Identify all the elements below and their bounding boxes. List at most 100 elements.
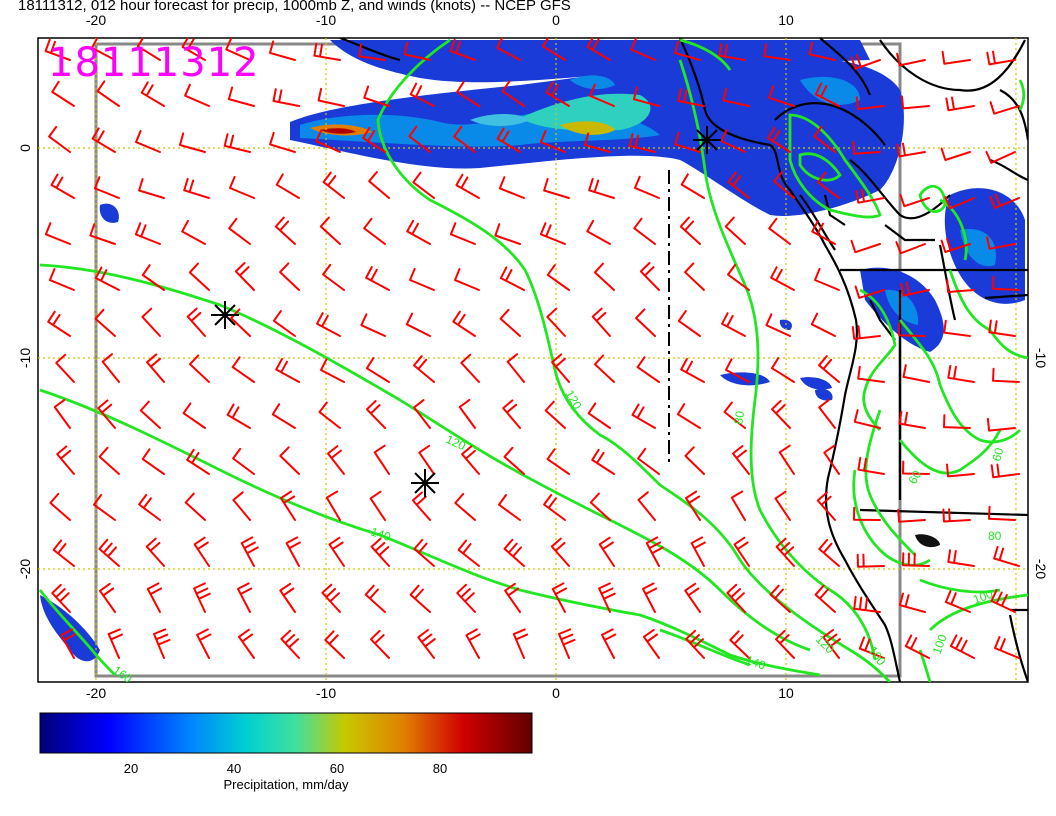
wind-barb	[727, 263, 750, 291]
wind-barb	[188, 262, 210, 291]
wind-barb	[51, 80, 75, 107]
wind-barb	[898, 322, 926, 337]
wind-barb	[370, 537, 390, 567]
wind-barb	[899, 193, 930, 208]
wind-barb	[506, 353, 525, 383]
wind-barb	[370, 629, 390, 659]
wind-barb	[101, 353, 120, 383]
wind-barb	[279, 582, 296, 613]
wind-barb	[184, 83, 210, 107]
wind-barb	[405, 312, 431, 337]
wind-barb	[153, 628, 171, 659]
lon-ticks-top: -20 -10 0 10	[86, 12, 794, 28]
wind-barb	[727, 171, 750, 199]
wind-barb	[628, 133, 656, 153]
wind-barb	[53, 398, 71, 429]
wind-barb	[91, 127, 116, 153]
wind-barb	[544, 400, 566, 429]
wind-barb	[47, 310, 71, 337]
wind-barb	[318, 401, 341, 429]
wind-barb	[52, 539, 75, 567]
wind-barb	[857, 456, 885, 475]
wind-barb	[409, 267, 435, 291]
wind-barb	[852, 140, 881, 155]
wind-barb	[857, 365, 885, 383]
lon-tick-label: -20	[86, 12, 106, 28]
wind-barb	[458, 398, 476, 429]
wind-barb	[989, 193, 1020, 209]
wind-barb	[901, 95, 930, 110]
wind-barb	[545, 81, 570, 107]
wind-barb	[138, 178, 165, 199]
wind-barb	[138, 493, 161, 521]
wind-barb	[993, 546, 1020, 567]
lon-tick-label: -10	[316, 12, 336, 28]
wind-barb	[232, 491, 251, 521]
wind-barb	[406, 219, 431, 245]
wind-barb	[141, 448, 165, 475]
wind-barb	[453, 125, 476, 153]
wind-barb	[636, 356, 660, 383]
wind-barb	[810, 312, 836, 337]
wind-barb	[642, 582, 658, 613]
wind-barb	[642, 628, 660, 659]
wind-barb	[494, 223, 521, 245]
wind-barb	[456, 583, 476, 613]
wind-barb	[674, 40, 701, 61]
wind-barb	[409, 82, 435, 107]
wind-barb	[179, 132, 206, 153]
wind-barb	[854, 285, 885, 299]
wind-barb	[940, 147, 971, 161]
lon-tick-label: -10	[316, 685, 336, 701]
wind-barb	[850, 239, 881, 254]
wind-barb	[814, 267, 840, 291]
wind-barb	[634, 175, 660, 199]
wind-barb	[677, 310, 701, 337]
wind-barb	[856, 553, 885, 568]
contour-label: 100	[930, 632, 950, 656]
wind-barbs	[44, 38, 1020, 659]
wind-barb	[943, 319, 971, 337]
wind-barb	[512, 628, 529, 659]
wind-barb	[456, 80, 480, 107]
wind-barb	[363, 217, 386, 245]
wind-barb	[240, 536, 259, 567]
date-stamp: 18111312	[48, 40, 260, 86]
wind-barb	[676, 403, 701, 429]
wind-barb	[228, 217, 251, 245]
coastline	[339, 38, 1028, 682]
wind-barb	[223, 133, 251, 153]
wind-barb	[989, 101, 1020, 115]
colorbar-tick: 80	[433, 761, 447, 776]
wind-barb	[48, 268, 75, 291]
wind-barb	[60, 628, 76, 659]
wind-barb	[449, 222, 476, 245]
wind-barb	[50, 173, 75, 199]
wind-barb	[589, 492, 611, 521]
wind-barb	[412, 171, 435, 199]
wind-barb	[949, 634, 975, 659]
wind-barb	[823, 444, 840, 475]
wind-barb	[189, 354, 210, 383]
wind-barb	[630, 38, 656, 61]
wind-barb	[541, 38, 566, 61]
wind-barb	[413, 538, 435, 567]
colorbar: 20 40 60 80 Precipitation, mm/day	[39, 712, 533, 792]
wind-barb	[56, 445, 75, 475]
wind-barb	[685, 629, 705, 659]
wind-barb	[107, 628, 123, 659]
wind-barb	[680, 358, 705, 383]
wind-barb	[504, 582, 521, 613]
wind-barb	[325, 490, 341, 521]
wind-barb	[51, 583, 71, 613]
wind-barb	[546, 448, 570, 475]
wind-barb	[93, 176, 120, 199]
wind-barb	[778, 444, 795, 475]
wind-barb	[496, 127, 521, 153]
wind-barb	[93, 494, 116, 521]
wind-barb	[814, 584, 836, 613]
wind-barb	[181, 219, 206, 245]
wind-barb	[328, 536, 345, 567]
lon-ticks-bottom: -20 -10 0 10	[86, 685, 794, 701]
wind-barb	[48, 125, 71, 153]
